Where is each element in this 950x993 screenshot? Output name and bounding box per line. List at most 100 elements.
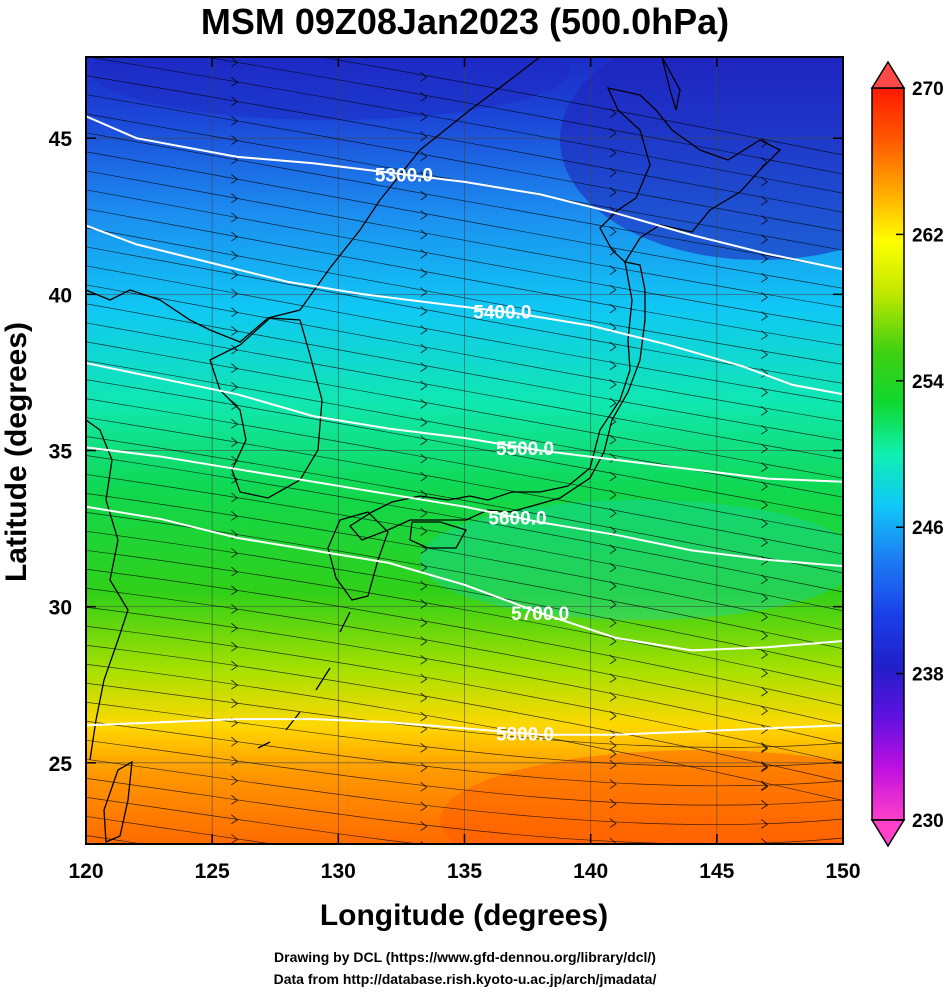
- wind-arrow: [609, 599, 617, 609]
- wind-arrow: [761, 780, 769, 791]
- wind-arrow: [609, 245, 617, 256]
- contour-label: 5500.0: [496, 439, 554, 460]
- wind-arrow: [231, 437, 239, 447]
- wind-arrow: [761, 311, 769, 321]
- wind-arrow: [609, 562, 617, 573]
- wind-arrow: [609, 108, 617, 118]
- wind-arrow: [761, 195, 769, 206]
- wind-arrow: [609, 489, 617, 500]
- wind-arrow: [761, 686, 769, 697]
- wind-arrow: [231, 622, 239, 633]
- wind-arrow: [609, 284, 617, 295]
- coast-ryukyu: [257, 611, 351, 749]
- x-axis: 120 125 130 135 140 145 150: [68, 57, 861, 883]
- wind-arrow: [761, 555, 769, 566]
- streamline: [86, 493, 843, 631]
- wind-arrow: [609, 127, 617, 138]
- wind-arrow: [420, 762, 428, 773]
- wind-arrow: [761, 253, 769, 264]
- streamline: [86, 474, 843, 612]
- streamline: [86, 94, 843, 232]
- wind-arrow: [761, 387, 769, 397]
- wind-arrow: [761, 330, 769, 340]
- wind-arrow: [420, 306, 428, 316]
- wind-arrow: [761, 858, 767, 867]
- contour-label: 5300.0: [375, 165, 433, 186]
- height-contour: [86, 505, 843, 652]
- wind-arrow: [231, 893, 237, 902]
- streamline: [86, 303, 843, 441]
- wind-arrow: [761, 668, 769, 678]
- x-tick-label: 140: [573, 860, 608, 883]
- colorbar-tick-label: 254: [912, 372, 944, 393]
- streamline: [86, 512, 843, 650]
- wind-arrow: [420, 343, 428, 354]
- streamline: [86, 644, 843, 783]
- streamline: [86, 816, 275, 844]
- wind-arrow: [231, 57, 239, 67]
- wind-arrow: [609, 748, 617, 759]
- wind-arrow: [609, 673, 617, 683]
- wind-arrow: [610, 878, 616, 887]
- streamline: [86, 720, 843, 787]
- wind-arrow: [609, 453, 617, 463]
- wind-arrow: [609, 636, 617, 646]
- wind-arrow: [420, 71, 428, 82]
- wind-arrow: [420, 526, 428, 536]
- height-contour: [86, 224, 843, 396]
- streamline: [86, 417, 843, 555]
- wind-arrow: [761, 649, 769, 659]
- wind-arrow: [231, 794, 239, 805]
- wind-arrow: [609, 654, 617, 665]
- wind-arrow: [761, 743, 769, 754]
- coast-taiwan: [103, 760, 133, 843]
- y-axis-label: Latitude (degrees): [0, 322, 33, 582]
- streamline: [86, 398, 843, 536]
- wind-arrow: [231, 604, 239, 614]
- wind-arrow: [231, 381, 239, 392]
- streamline: [86, 663, 843, 802]
- wind-arrow: [609, 471, 617, 482]
- wind-arrow: [231, 854, 237, 863]
- wind-arrow: [761, 574, 769, 585]
- wind-arrow: [420, 636, 428, 646]
- wind-arrow: [420, 821, 428, 831]
- wind-arrow: [420, 599, 428, 609]
- wind-arrow: [231, 135, 239, 145]
- streamline: [86, 758, 843, 825]
- streamline: [86, 360, 843, 498]
- wind-arrow: [420, 324, 428, 335]
- wind-arrow: [761, 818, 769, 829]
- wind-arrow: [609, 147, 617, 158]
- streamline: [86, 265, 843, 403]
- coast-sakhalin: [661, 57, 681, 111]
- x-tick-label: 125: [195, 860, 230, 883]
- wind-arrow: [420, 562, 428, 573]
- wind-arrow: [761, 799, 769, 810]
- wind-arrow: [420, 417, 428, 428]
- grid: [86, 57, 843, 844]
- y-tick-label: 30: [49, 597, 72, 620]
- wind-arrow: [231, 193, 239, 203]
- wind-arrow: [609, 265, 617, 275]
- streamline: [86, 701, 843, 768]
- streamline: [86, 227, 843, 365]
- x-tick-label: 150: [825, 860, 860, 883]
- streamline: [86, 57, 843, 194]
- wind-arrow: [609, 580, 617, 591]
- wind-arrow: [231, 212, 239, 223]
- height-contours: 5300.0 5400.0 5500.0 5600.0 5700.0 5800.0: [86, 115, 843, 745]
- wind-arrow: [761, 537, 769, 547]
- wind-arrow: [761, 292, 769, 302]
- streamline: [203, 57, 843, 175]
- wind-arrow: [610, 858, 616, 867]
- wind-arrow: [609, 617, 617, 628]
- height-contour: [86, 446, 843, 568]
- wind-arrow: [420, 471, 428, 482]
- wind-arrow: [420, 673, 428, 684]
- wind-arrow: [231, 326, 239, 336]
- wind-arrow: [420, 210, 428, 220]
- contour-label: 5700.0: [511, 604, 569, 625]
- wind-arrow: [761, 424, 769, 435]
